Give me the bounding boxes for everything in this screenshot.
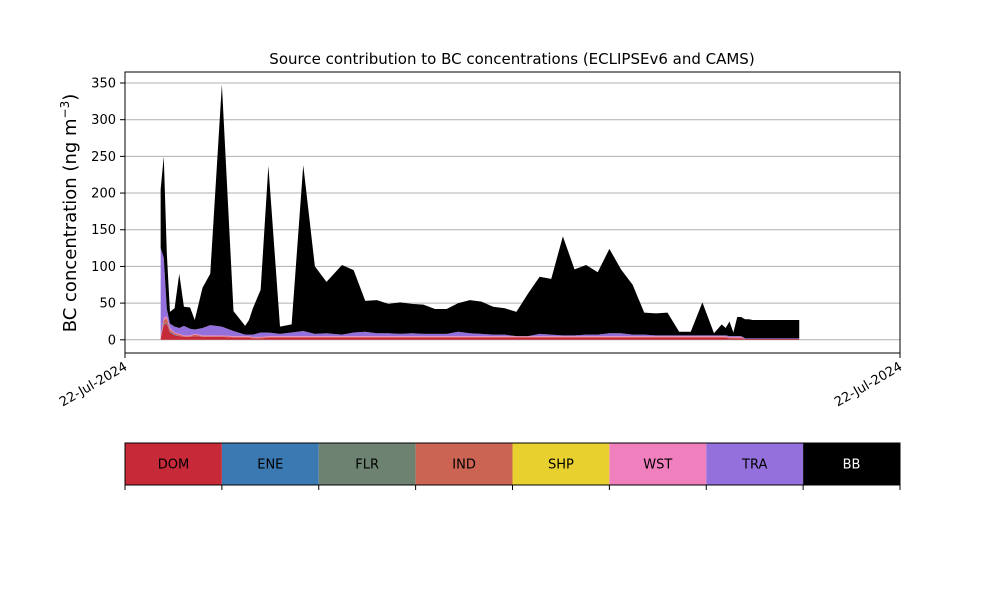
stacked-areas	[160, 84, 800, 340]
legend-swatch-ene	[221, 443, 319, 485]
area-ind	[160, 318, 800, 340]
legend-swatch-tra	[706, 443, 804, 485]
area-dom	[160, 323, 800, 340]
legend-label-flr: FLR	[355, 458, 379, 473]
legend-label-ind: IND	[452, 458, 476, 473]
axes	[124, 71, 901, 354]
chart-title: Source contribution to BC concentrations…	[269, 50, 754, 68]
legend-swatch-flr	[318, 443, 416, 485]
legend-swatch-dom	[125, 443, 222, 485]
grid-lines	[125, 82, 900, 341]
area-tra	[160, 248, 800, 340]
y-axis-ticks: 0 50 100 150 200 250 300 350	[91, 77, 125, 348]
y-tick-label-350: 350	[91, 77, 116, 92]
legend-swatch-wst	[609, 443, 707, 485]
y-axis-label: BC concentration (ng m−3)	[58, 94, 81, 333]
legend-label-ene: ENE	[257, 458, 283, 473]
y-tick-label-100: 100	[91, 260, 116, 275]
legend-swatch-bb	[803, 443, 900, 485]
y-tick-label-200: 200	[91, 187, 116, 202]
y-tick-label-250: 250	[91, 150, 116, 165]
area-bb	[160, 84, 800, 339]
legend-label-shp: SHP	[548, 458, 574, 473]
y-axis-label-close: )	[60, 94, 81, 101]
legend-label-bb: BB	[843, 458, 861, 473]
y-tick-label-300: 300	[91, 113, 116, 128]
y-axis-label-superscript: −3	[58, 101, 72, 119]
color-legend: DOM ENE FLR IND SHP WST TRA BB	[124, 442, 901, 490]
legend-label-wst: WST	[643, 458, 672, 473]
legend-label-dom: DOM	[158, 458, 189, 473]
legend-swatch-shp	[512, 443, 610, 485]
legend-label-tra: TRA	[741, 458, 767, 473]
legend-swatch-ind	[415, 443, 513, 485]
y-axis-label-main: BC concentration (ng m	[60, 118, 81, 332]
y-tick-label-150: 150	[91, 223, 116, 238]
y-tick-label-0: 0	[108, 333, 116, 348]
plot-frame	[124, 71, 901, 354]
y-tick-label-50: 50	[99, 297, 116, 312]
